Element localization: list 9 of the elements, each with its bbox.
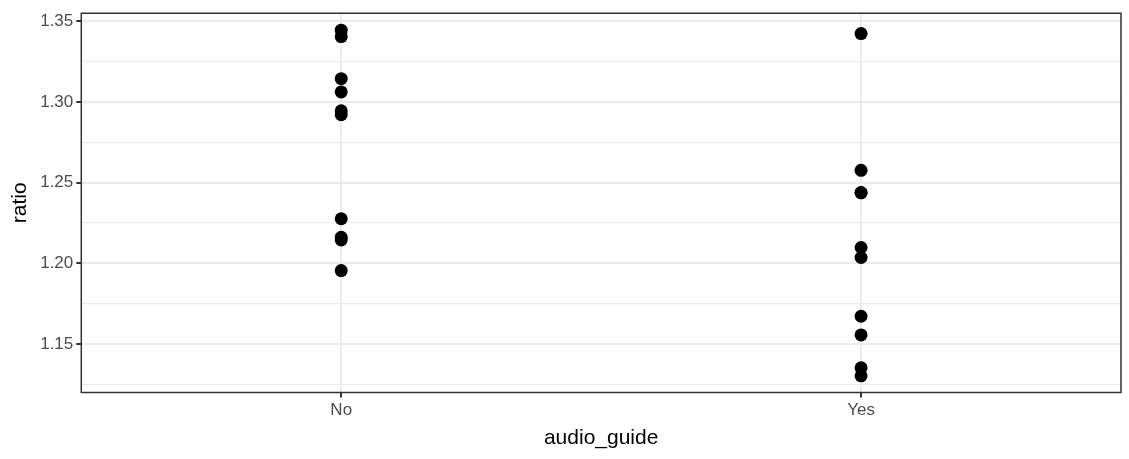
y-tick-label: 1.35 <box>40 10 74 30</box>
y-tick-label: 1.30 <box>40 91 74 111</box>
y-tick-label: 1.25 <box>40 172 74 192</box>
x-tick-label: Yes <box>847 400 875 420</box>
x-tick-label: No <box>330 400 353 420</box>
y-tick-label: 1.20 <box>40 253 74 272</box>
x-axis-title: audio_guide <box>543 425 659 450</box>
y-axis-title: ratio <box>7 182 31 224</box>
y-tick-label: 1.15 <box>40 333 74 353</box>
